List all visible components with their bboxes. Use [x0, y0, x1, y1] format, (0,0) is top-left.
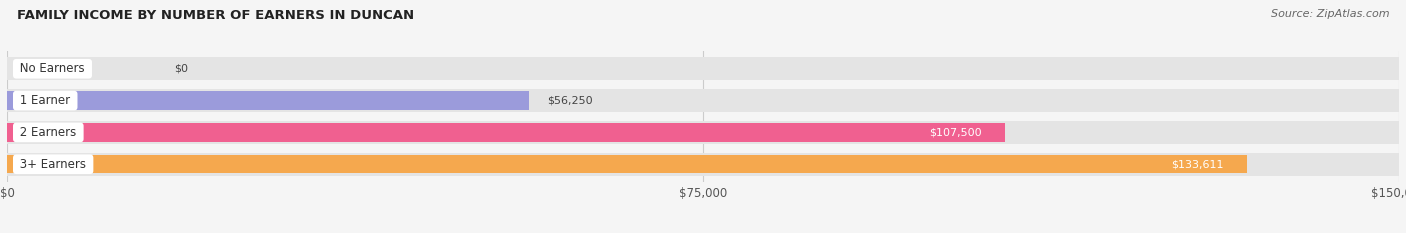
Text: 2 Earners: 2 Earners — [17, 126, 80, 139]
Bar — [7, 89, 1399, 112]
Text: No Earners: No Earners — [17, 62, 89, 75]
Text: 3+ Earners: 3+ Earners — [17, 158, 90, 171]
Bar — [7, 155, 1247, 173]
Text: Source: ZipAtlas.com: Source: ZipAtlas.com — [1271, 9, 1389, 19]
Text: FAMILY INCOME BY NUMBER OF EARNERS IN DUNCAN: FAMILY INCOME BY NUMBER OF EARNERS IN DU… — [17, 9, 413, 22]
Text: $133,611: $133,611 — [1171, 159, 1223, 169]
Bar — [7, 57, 1399, 80]
Text: $0: $0 — [174, 64, 188, 74]
Bar — [7, 123, 1005, 142]
Bar — [7, 121, 1399, 144]
Text: $56,250: $56,250 — [547, 96, 593, 106]
Text: $107,500: $107,500 — [929, 127, 981, 137]
Bar — [7, 153, 1399, 176]
Text: 1 Earner: 1 Earner — [17, 94, 75, 107]
Bar — [7, 91, 529, 110]
